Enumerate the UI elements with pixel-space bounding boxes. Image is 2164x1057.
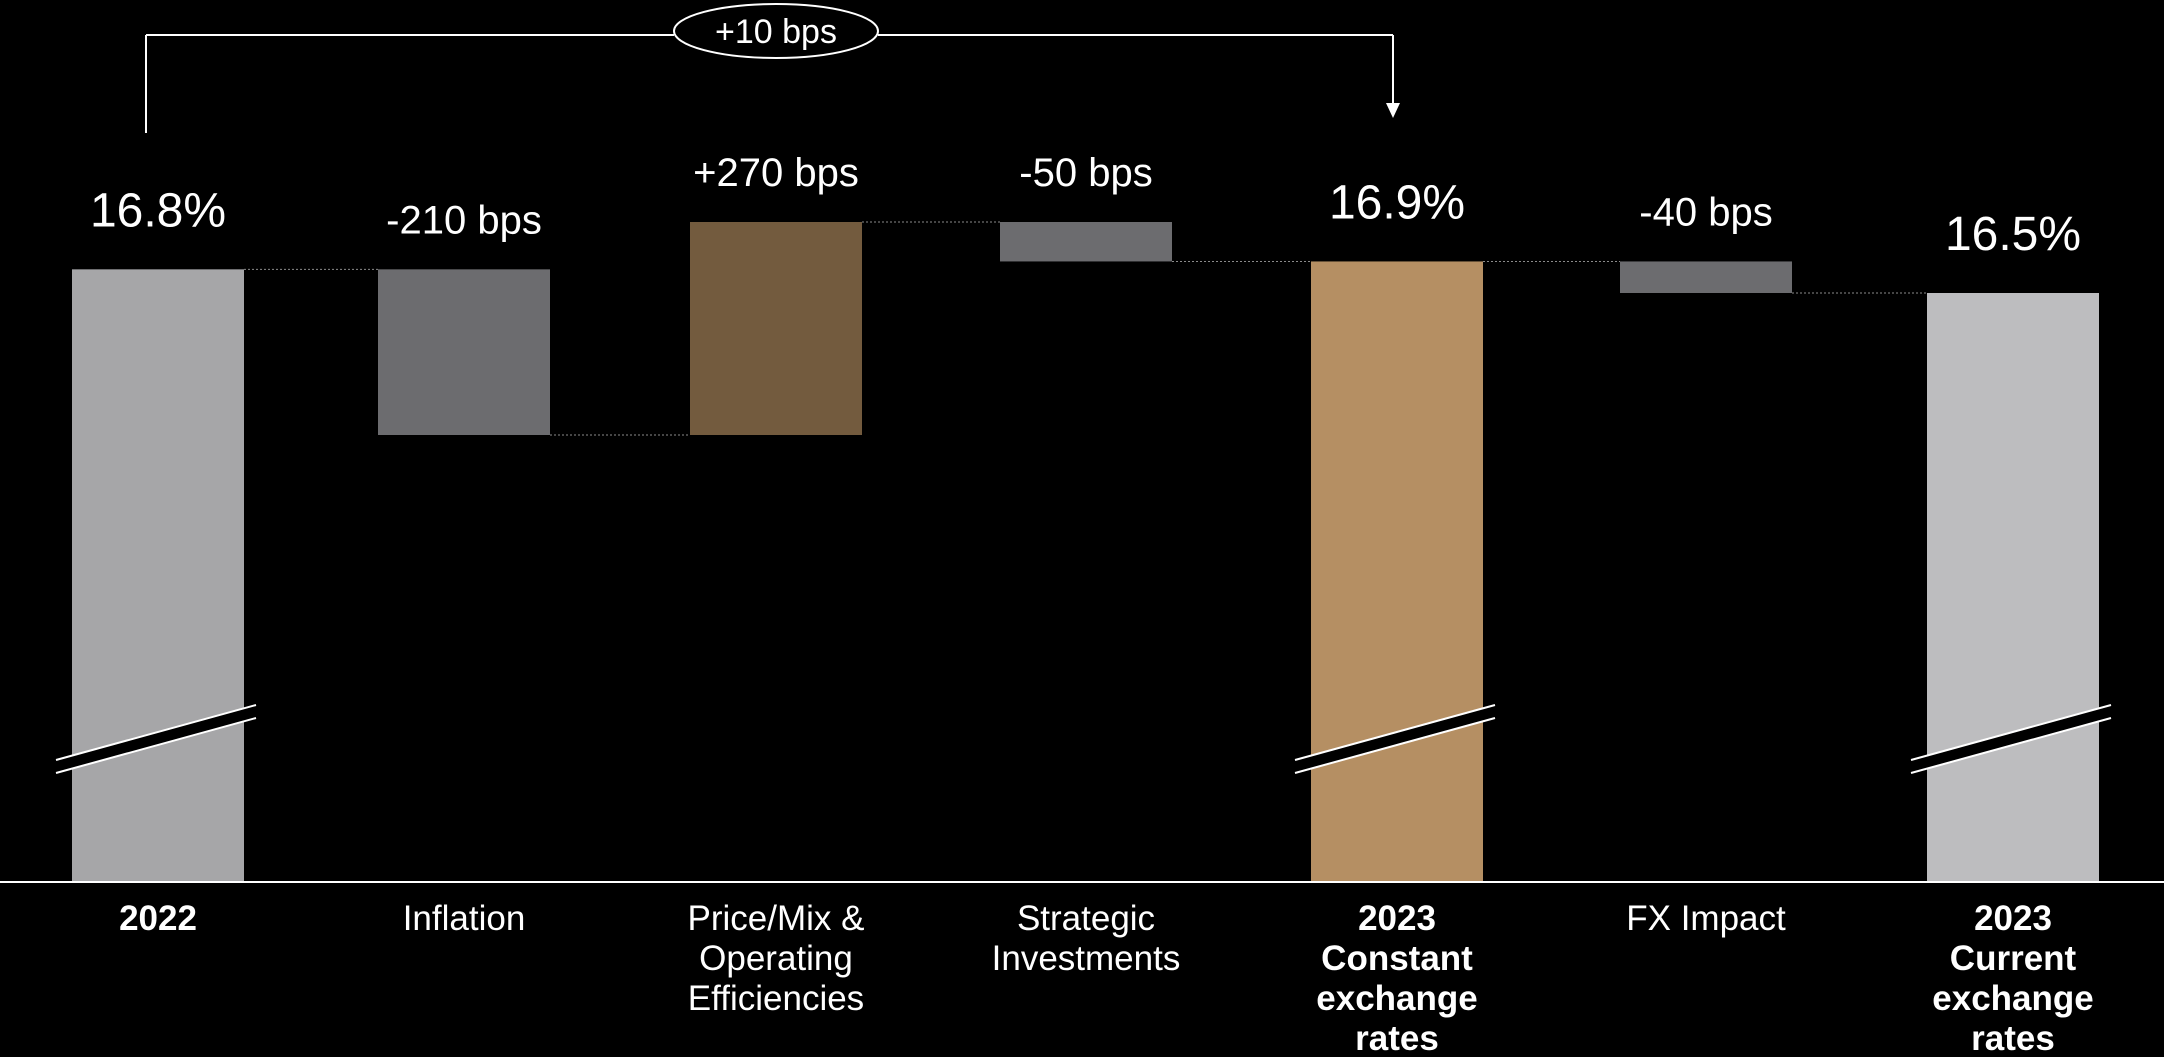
value-label: 16.5%: [1945, 208, 2081, 261]
axis-break-line: [55, 704, 257, 761]
axis-break-mark: [1911, 705, 2111, 773]
category-label: Strategic Investments: [992, 899, 1181, 978]
category-label: FX Impact: [1626, 899, 1786, 938]
category-label: 2022: [119, 899, 197, 938]
total-bar: [1311, 261, 1483, 882]
axis-break-line: [1294, 704, 1496, 761]
bracket-bubble: [673, 3, 879, 59]
total-bar: [72, 269, 244, 882]
value-label: -50 bps: [1019, 151, 1152, 195]
value-label: -210 bps: [386, 198, 542, 242]
delta-bar: [1620, 261, 1792, 293]
category-label: 2023 Constant exchange rates: [1316, 899, 1477, 1057]
axis-break-mark: [56, 705, 256, 773]
delta-bar: [378, 269, 550, 435]
axis-break-line: [55, 717, 257, 774]
total-bar: [1927, 293, 2099, 882]
value-label: 16.9%: [1329, 176, 1465, 229]
category-label: Inflation: [403, 899, 526, 938]
bracket-label: +10 bps: [715, 13, 837, 51]
category-label: 2023 Current exchange rates: [1932, 899, 2093, 1057]
axis-break-line: [1910, 704, 2112, 761]
category-label: Price/Mix & Operating Efficiencies: [688, 899, 865, 1018]
delta-bar: [1000, 222, 1172, 262]
value-label: +270 bps: [693, 151, 859, 195]
axis-break-line: [1294, 717, 1496, 774]
value-label: -40 bps: [1639, 190, 1772, 234]
axis-break-mark: [1295, 705, 1495, 773]
axis-break-line: [1910, 717, 2112, 774]
bracket-arrowhead: [1386, 103, 1400, 118]
delta-bar: [690, 222, 862, 435]
value-label: 16.8%: [90, 184, 226, 237]
